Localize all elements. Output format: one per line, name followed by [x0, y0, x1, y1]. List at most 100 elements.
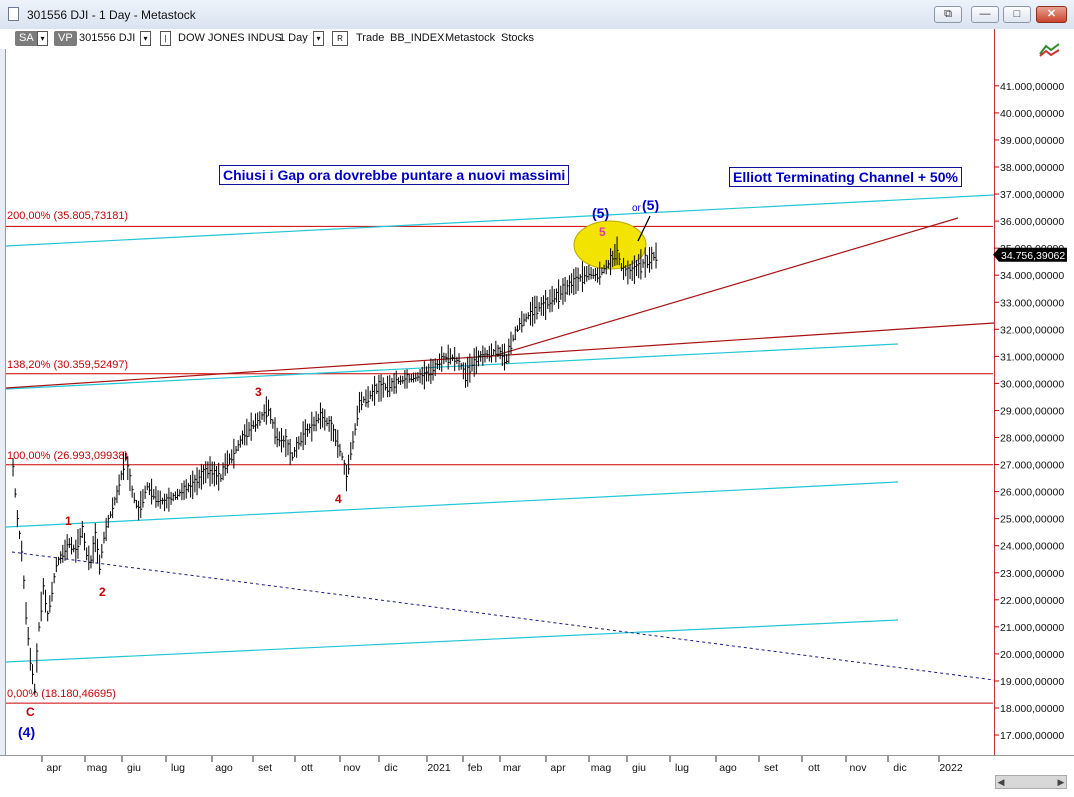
date-axis-bar — [0, 755, 1074, 797]
sa-button[interactable]: SA — [15, 31, 38, 46]
x-tick-label: mag — [591, 762, 612, 774]
x-tick-label: mar — [503, 762, 522, 774]
x-tick-label: ott — [808, 762, 820, 774]
last-price-label: 34.756,39062 — [1001, 250, 1065, 262]
x-tick-label: ago — [719, 762, 737, 774]
x-tick-label: dic — [893, 762, 906, 774]
y-tick-label: 18.000,00000 — [1000, 703, 1064, 715]
period-label: 1 Day — [279, 32, 308, 44]
channel-line — [5, 194, 995, 247]
scroll-right-icon[interactable]: ▶ — [1057, 777, 1065, 787]
fib-level-label: 138,20% (30.359,52497) — [7, 359, 128, 371]
chart-toolbar: SA ▾ VP 301556 DJI ▾ | DOW JONES INDUS 1… — [0, 29, 1074, 49]
x-tick-label: apr — [550, 762, 566, 774]
restore-icon[interactable]: ⧉ — [934, 6, 962, 23]
y-tick-label: 17.000,00000 — [1000, 730, 1064, 742]
dashed-trend-line — [11, 551, 995, 681]
y-tick-label: 33.000,00000 — [1000, 297, 1064, 309]
y-tick-label: 32.000,00000 — [1000, 324, 1064, 336]
fib-level-label: 200,00% (35.805,73181) — [7, 210, 128, 222]
y-tick-label: 31.000,00000 — [1000, 351, 1064, 363]
wave-label-4: 4 — [335, 492, 342, 506]
annotation-gap-text: Chiusi i Gap ora dovrebbe puntare a nuov… — [219, 165, 570, 185]
index-label: BB_INDEX — [390, 32, 445, 44]
price-axis — [994, 29, 1074, 755]
window-title: 301556 DJI - 1 Day - Metastock — [27, 8, 196, 22]
y-tick-label: 21.000,00000 — [1000, 622, 1064, 634]
title-bar: 301556 DJI - 1 Day - Metastock ⧉ — □ ✕ — [0, 0, 1074, 30]
x-tick-label: ago — [215, 762, 233, 774]
y-tick-label: 39.000,00000 — [1000, 135, 1064, 147]
fib-level-label: 100,00% (26.993,09938) — [7, 450, 128, 462]
close-button[interactable]: ✕ — [1036, 6, 1067, 23]
y-tick-label: 37.000,00000 — [1000, 189, 1064, 201]
r-dropdown[interactable]: R — [332, 31, 348, 46]
channel-line — [5, 343, 899, 390]
x-tick-label: set — [258, 762, 272, 774]
y-tick-label: 22.000,00000 — [1000, 595, 1064, 607]
horizontal-scrollbar[interactable] — [995, 775, 1067, 789]
x-tick-label: 2021 — [427, 762, 451, 774]
x-tick-label: nov — [344, 762, 362, 774]
annotation-channel-text: Elliott Terminating Channel + 50% — [729, 167, 962, 187]
trend-line — [496, 217, 959, 356]
wave-label-or: or — [632, 203, 642, 214]
y-tick-label: 34.000,00000 — [1000, 270, 1064, 282]
y-tick-label: 20.000,00000 — [1000, 649, 1064, 661]
x-tick-label: feb — [468, 762, 483, 774]
x-tick-label: 2022 — [939, 762, 963, 774]
target-ellipse — [573, 220, 647, 270]
symbol-dropdown-icon[interactable]: ▾ — [140, 31, 151, 46]
channel-line — [5, 619, 899, 663]
y-tick-label: 41.000,00000 — [1000, 81, 1064, 93]
price-bars — [12, 236, 658, 695]
chart-wizard-icon-line — [1039, 49, 1060, 57]
y-tick-label: 30.000,00000 — [1000, 378, 1064, 390]
interval-dropdown-icon[interactable]: | — [160, 31, 171, 46]
trade-label: Trade — [356, 32, 385, 44]
sa-dropdown-icon[interactable]: ▾ — [37, 31, 48, 46]
y-tick-label: 29.000,00000 — [1000, 405, 1064, 417]
y-tick-label: 27.000,00000 — [1000, 460, 1064, 472]
symbol-label: 301556 DJI — [79, 32, 136, 44]
y-tick-label: 38.000,00000 — [1000, 162, 1064, 174]
wave-label-5-alt: (5) — [642, 197, 659, 213]
x-tick-label: ott — [301, 762, 313, 774]
chart-wizard-icon — [1039, 43, 1060, 55]
y-tick-label: 28.000,00000 — [1000, 433, 1064, 445]
projection-arrow — [637, 215, 651, 242]
vp-button[interactable]: VP — [54, 31, 77, 46]
channel-line — [5, 481, 899, 528]
y-tick-label: 26.000,00000 — [1000, 487, 1064, 499]
x-tick-label: giu — [632, 762, 646, 774]
wave-label-5: 5 — [599, 225, 606, 239]
y-tick-label: 23.000,00000 — [1000, 568, 1064, 580]
x-tick-label: dic — [384, 762, 397, 774]
y-tick-label: 36.000,00000 — [1000, 216, 1064, 228]
wave-label-1: 1 — [65, 514, 72, 528]
wave-label-3: 3 — [255, 385, 262, 399]
x-tick-label: lug — [171, 762, 185, 774]
security-name: DOW JONES INDUS — [178, 32, 282, 44]
minimize-button[interactable]: — — [971, 6, 999, 23]
x-tick-label: nov — [850, 762, 868, 774]
scroll-left-icon[interactable]: ◀ — [997, 777, 1005, 787]
fib-level-label: 0,00% (18.180,46695) — [7, 688, 116, 700]
wave-label-c: C — [26, 705, 35, 719]
period-dropdown-icon[interactable]: ▾ — [313, 31, 324, 46]
y-tick-label: 25.000,00000 — [1000, 514, 1064, 526]
x-tick-label: mag — [87, 762, 108, 774]
x-tick-label: lug — [675, 762, 689, 774]
y-tick-label: 19.000,00000 — [1000, 676, 1064, 688]
maximize-button[interactable]: □ — [1003, 6, 1031, 23]
wave-label-5-major: (5) — [592, 205, 609, 221]
last-price-marker — [993, 247, 1067, 262]
wave-label-4-major: (4) — [18, 724, 35, 740]
category-label: Stocks — [501, 32, 535, 44]
document-icon — [8, 7, 19, 21]
source-label: Metastock — [445, 32, 496, 44]
y-tick-label: 24.000,00000 — [1000, 541, 1064, 553]
x-tick-label: apr — [46, 762, 62, 774]
x-tick-label: set — [764, 762, 778, 774]
